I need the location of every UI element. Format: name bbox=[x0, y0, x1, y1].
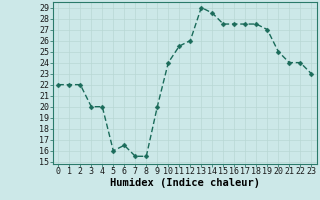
X-axis label: Humidex (Indice chaleur): Humidex (Indice chaleur) bbox=[110, 178, 260, 188]
